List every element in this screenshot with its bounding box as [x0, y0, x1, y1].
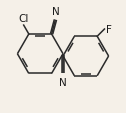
Text: F: F	[106, 25, 112, 35]
Text: N: N	[52, 7, 60, 17]
Text: Cl: Cl	[19, 14, 29, 24]
Text: N: N	[59, 77, 67, 87]
